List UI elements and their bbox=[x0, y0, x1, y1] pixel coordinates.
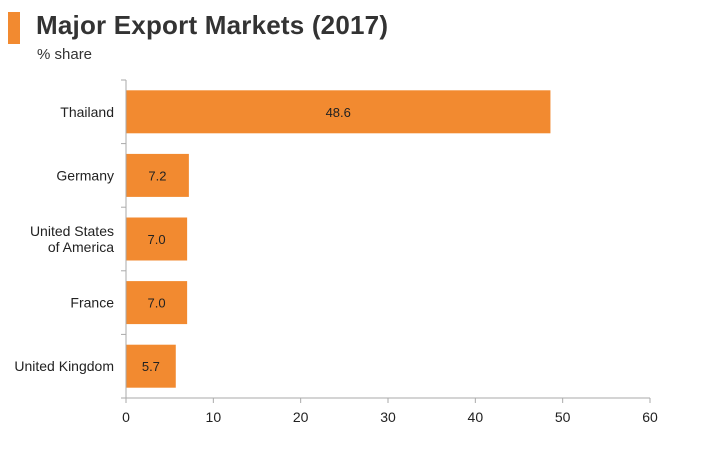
bar-0 bbox=[126, 90, 551, 134]
chart-subtitle: % share bbox=[37, 46, 93, 63]
data-label-0: 48.6 bbox=[326, 105, 351, 120]
data-label-4: 5.7 bbox=[142, 359, 160, 374]
category-label-0-0: Thailand bbox=[60, 104, 114, 120]
category-label-1-0: Germany bbox=[56, 167, 114, 183]
x-tick-label-6: 60 bbox=[642, 409, 658, 425]
category-label-4-0: United Kingdom bbox=[14, 358, 114, 374]
bar-3 bbox=[126, 281, 188, 325]
page-title: Major Export Markets (2017) bbox=[36, 10, 389, 40]
x-tick-label-1: 10 bbox=[206, 409, 222, 425]
axis-layer: 0 10 20 30 40 50 60 bbox=[121, 79, 658, 425]
bars-layer bbox=[126, 90, 551, 388]
labels-layer: 48.6 Thailand 7.2 Germany 7.0 United Statesof… bbox=[14, 104, 351, 374]
title-accent-bar bbox=[8, 12, 20, 44]
category-label-2-0: United States bbox=[30, 223, 114, 239]
data-label-2: 7.0 bbox=[148, 232, 166, 247]
x-tick-label-3: 30 bbox=[380, 409, 396, 425]
bar-1 bbox=[126, 153, 189, 197]
data-label-1: 7.2 bbox=[148, 168, 166, 183]
x-tick-label-0: 0 bbox=[122, 409, 130, 425]
category-label-3-0: France bbox=[70, 295, 114, 311]
x-tick-label-4: 40 bbox=[468, 409, 484, 425]
bar-2 bbox=[126, 217, 188, 261]
category-label-2-1: of America bbox=[48, 239, 114, 255]
x-tick-label-2: 20 bbox=[293, 409, 309, 425]
x-tick-label-5: 50 bbox=[555, 409, 571, 425]
data-label-3: 7.0 bbox=[148, 296, 166, 311]
bar-4 bbox=[126, 344, 176, 388]
